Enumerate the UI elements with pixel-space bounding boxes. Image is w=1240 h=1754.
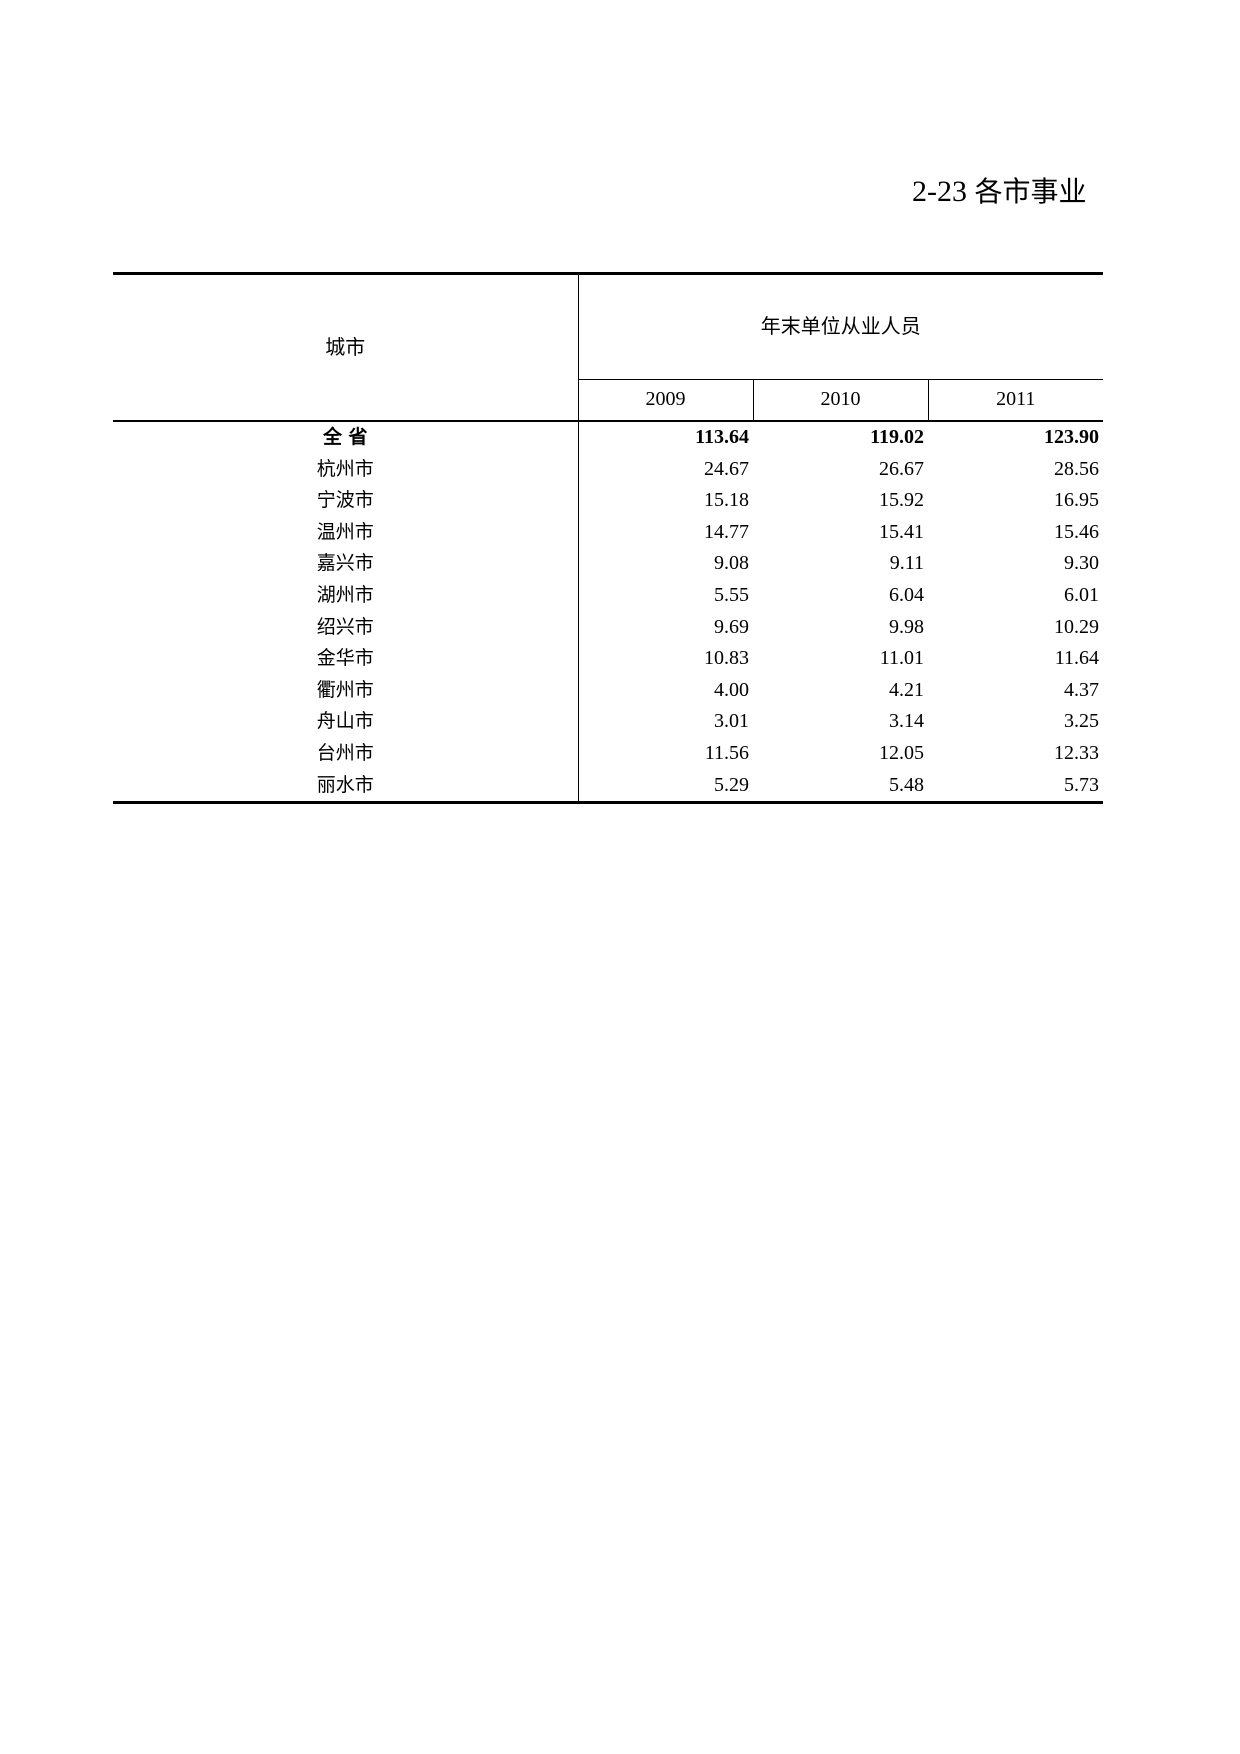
value-cell: 4.37 bbox=[1064, 678, 1099, 701]
value-cell: 4.21 bbox=[889, 678, 924, 701]
value-cell: 5.55 bbox=[714, 583, 749, 606]
value-cell: 9.11 bbox=[889, 552, 924, 575]
value-cell: 5.29 bbox=[578, 769, 753, 805]
value-cell: 11.64 bbox=[1054, 647, 1099, 670]
total-row: 全 省 113.64 119.02 123.90 bbox=[113, 421, 1103, 454]
value-cell: 4.00 bbox=[714, 678, 749, 701]
value-cell: 113.64 bbox=[695, 426, 749, 448]
value-cell: 10.83 bbox=[704, 647, 749, 670]
value-cell: 6.01 bbox=[1064, 583, 1099, 606]
value-cell: 9.30 bbox=[1064, 552, 1099, 575]
table-row: 绍兴市 9.69 9.98 10.29 bbox=[113, 611, 1103, 644]
city-column-header: 城市 bbox=[113, 272, 579, 422]
table-row: 宁波市 15.18 15.92 16.95 bbox=[113, 485, 1103, 517]
value-cell: 123.90 bbox=[1044, 426, 1099, 448]
table-row: 舟山市 3.01 3.14 3.25 bbox=[113, 706, 1103, 738]
group-header: 年末单位从业人员 bbox=[578, 272, 1103, 380]
table-row: 衢州市 4.00 4.21 4.37 bbox=[113, 674, 1103, 707]
value-cell: 15.18 bbox=[704, 489, 749, 512]
title-number: 2-23 bbox=[912, 175, 967, 208]
value-cell: 5.48 bbox=[753, 769, 928, 805]
city-cell: 全 省 bbox=[113, 421, 579, 454]
value-cell: 11.56 bbox=[704, 741, 749, 764]
value-cell: 3.25 bbox=[1064, 710, 1099, 733]
value-cell: 5.73 bbox=[928, 769, 1103, 805]
value-cell: 28.56 bbox=[1054, 457, 1099, 480]
data-table: 城市 年末单位从业人员 2009 2010 2011 全 省 113.64 119.… bbox=[113, 272, 1103, 805]
city-cell: 舟山市 bbox=[113, 706, 579, 738]
table-row: 温州市 14.77 15.41 15.46 bbox=[113, 516, 1103, 549]
value-cell: 9.08 bbox=[714, 552, 749, 575]
value-cell: 9.69 bbox=[714, 615, 749, 638]
value-cell: 6.04 bbox=[889, 583, 924, 606]
value-cell: 12.05 bbox=[879, 741, 924, 764]
page-title: 2-23 各市事业 bbox=[912, 170, 1102, 210]
value-cell: 15.92 bbox=[879, 489, 924, 512]
city-cell: 嘉兴市 bbox=[113, 548, 579, 580]
value-cell: 10.29 bbox=[1054, 615, 1099, 638]
table-row: 杭州市 24.67 26.67 28.56 bbox=[113, 453, 1103, 486]
table-row: 台州市 11.56 12.05 12.33 bbox=[113, 737, 1103, 770]
value-cell: 12.33 bbox=[1054, 741, 1099, 764]
city-cell: 湖州市 bbox=[113, 579, 579, 612]
city-cell: 温州市 bbox=[113, 516, 579, 549]
value-cell: 3.01 bbox=[714, 710, 749, 733]
value-cell: 3.14 bbox=[889, 710, 924, 733]
title-text: 各市事业 bbox=[974, 175, 1087, 208]
table-row: 金华市 10.83 11.01 11.64 bbox=[113, 643, 1103, 675]
value-cell: 15.41 bbox=[879, 520, 924, 543]
table-row: 嘉兴市 9.08 9.11 9.30 bbox=[113, 548, 1103, 580]
city-cell: 金华市 bbox=[113, 643, 579, 675]
value-cell: 16.95 bbox=[1054, 489, 1099, 512]
year-header: 2011 bbox=[928, 379, 1103, 422]
value-cell: 26.67 bbox=[879, 457, 924, 480]
city-cell: 丽水市 bbox=[113, 769, 579, 805]
value-cell: 15.46 bbox=[1054, 520, 1099, 543]
city-cell: 杭州市 bbox=[113, 453, 579, 486]
city-cell: 衢州市 bbox=[113, 674, 579, 707]
value-cell: 9.98 bbox=[889, 615, 924, 638]
table-row: 丽水市 5.29 5.48 5.73 bbox=[113, 769, 1103, 805]
city-cell: 宁波市 bbox=[113, 485, 579, 517]
year-header: 2010 bbox=[753, 379, 929, 422]
value-cell: 11.01 bbox=[879, 647, 924, 670]
table-row: 湖州市 5.55 6.04 6.01 bbox=[113, 579, 1103, 612]
year-header: 2009 bbox=[578, 379, 754, 422]
city-cell: 绍兴市 bbox=[113, 611, 579, 644]
value-cell: 24.67 bbox=[704, 457, 749, 480]
value-cell: 14.77 bbox=[704, 520, 749, 543]
city-cell: 台州市 bbox=[113, 737, 579, 770]
value-cell: 119.02 bbox=[870, 426, 924, 448]
